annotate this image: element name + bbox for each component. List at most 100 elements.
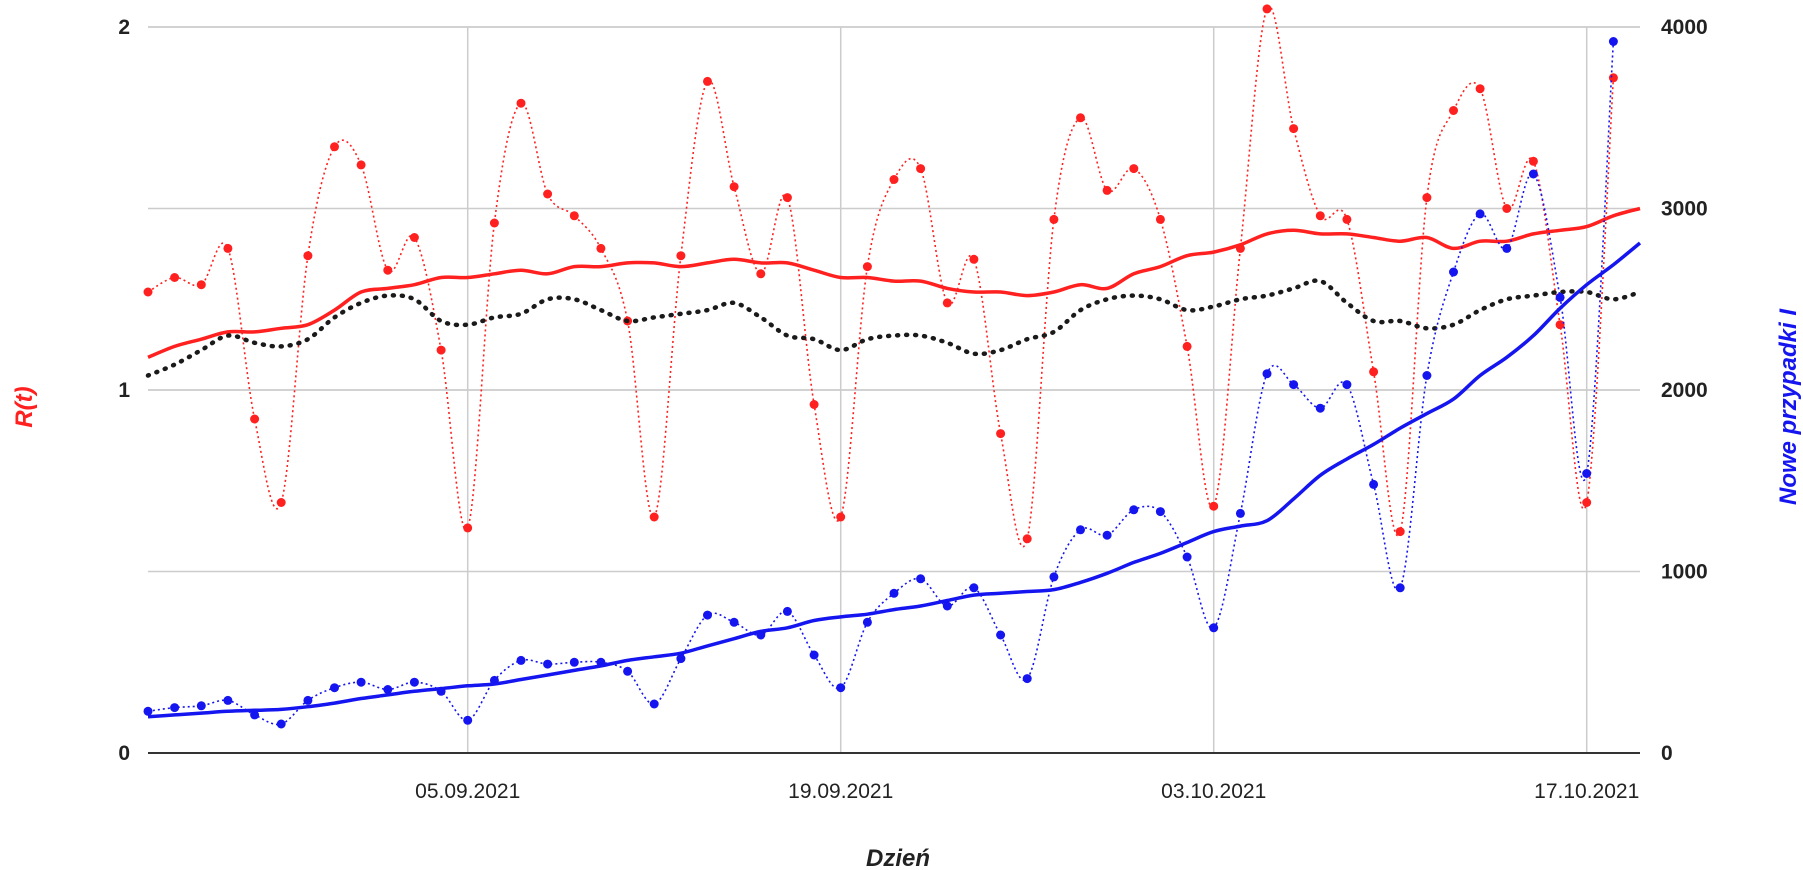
data-point	[1342, 214, 1352, 224]
data-point	[996, 630, 1006, 640]
series-line	[145, 278, 1643, 378]
data-point	[1209, 501, 1219, 511]
data-point	[250, 710, 260, 720]
right-y-tick-label: 3000	[1661, 198, 1708, 221]
data-point	[1582, 469, 1592, 478]
data-point	[330, 683, 339, 693]
data-point	[1315, 403, 1325, 413]
data-point	[1182, 341, 1192, 351]
data-point	[942, 298, 952, 308]
data-point	[143, 287, 153, 297]
data-point	[1315, 211, 1325, 221]
data-point	[223, 243, 233, 253]
data-point	[1076, 113, 1085, 123]
data-point	[1022, 674, 1032, 684]
data-point	[1129, 505, 1139, 515]
series-2-left-dotted	[145, 278, 1643, 378]
data-point	[1502, 243, 1512, 253]
data-point	[1449, 267, 1458, 277]
series-1-left-solid	[147, 206, 1641, 359]
data-point	[276, 719, 286, 729]
data-point	[223, 695, 233, 705]
data-point	[143, 706, 153, 716]
left-y-tick-label: 1	[118, 379, 130, 402]
data-point	[1076, 525, 1085, 535]
data-point	[1102, 185, 1112, 195]
data-point	[1608, 37, 1618, 46]
left-y-tick-label: 0	[118, 742, 130, 765]
data-point	[1395, 583, 1405, 593]
right-y-axis-title: Nowe przypadki I	[1775, 308, 1802, 505]
series-line	[147, 5, 1615, 548]
data-point	[916, 164, 926, 174]
data-point	[1209, 623, 1219, 633]
left-y-tick-label: 2	[118, 16, 130, 39]
data-point	[862, 617, 872, 627]
data-point	[1582, 498, 1592, 507]
data-point	[1555, 292, 1565, 302]
data-point	[1475, 209, 1485, 219]
data-point	[596, 243, 606, 253]
x-tick-label: 19.09.2021	[788, 780, 893, 803]
data-point	[1049, 572, 1059, 582]
data-point	[1528, 156, 1538, 166]
x-tick-label: 17.10.2021	[1534, 780, 1639, 803]
data-point	[1262, 369, 1272, 379]
right-y-tick-label: 0	[1661, 742, 1673, 765]
data-point	[1129, 164, 1139, 174]
tick-labels: 0 1 2 0 1000 2000 3000 4000 05.09.2021 19.09.2021…	[118, 16, 1707, 803]
data-point	[782, 606, 792, 616]
data-point	[1155, 214, 1165, 224]
data-point	[942, 601, 952, 611]
data-point	[276, 498, 286, 507]
data-point	[1395, 527, 1405, 537]
data-point	[1289, 124, 1299, 134]
data-point	[569, 657, 579, 667]
data-point	[1342, 380, 1352, 390]
data-point	[1369, 479, 1379, 489]
data-point	[1422, 371, 1432, 380]
gridlines	[148, 26, 1640, 754]
data-point	[649, 512, 659, 522]
data-point	[1262, 4, 1272, 14]
data-point	[996, 429, 1006, 439]
data-point	[1608, 73, 1618, 83]
data-point	[383, 685, 393, 694]
data-point	[862, 262, 872, 272]
data-point	[250, 414, 260, 424]
data-point	[729, 617, 739, 627]
data-point	[836, 683, 846, 693]
data-point	[1422, 193, 1432, 203]
data-point	[756, 269, 766, 279]
data-point	[782, 193, 792, 203]
data-point	[516, 655, 526, 665]
data-point	[1475, 84, 1485, 94]
series-line	[147, 241, 1642, 719]
data-point	[463, 523, 473, 533]
data-point	[543, 659, 553, 669]
right-y-tick-label: 1000	[1661, 561, 1708, 584]
series-3-right-dotted-markers	[143, 37, 1618, 729]
series-0-left-dotted-markers	[143, 4, 1618, 548]
right-y-tick-label: 4000	[1661, 16, 1708, 39]
data-point	[703, 76, 712, 86]
data-point	[170, 703, 180, 713]
data-point	[1182, 552, 1192, 562]
data-point	[383, 265, 393, 275]
data-point	[676, 654, 686, 664]
data-point	[809, 400, 819, 409]
data-point	[623, 666, 633, 676]
data-point	[196, 701, 206, 711]
data-point	[409, 233, 419, 242]
data-point	[1235, 508, 1245, 518]
data-point	[836, 512, 846, 522]
data-point	[649, 699, 659, 709]
data-point	[1022, 534, 1032, 544]
data-point	[1528, 169, 1538, 179]
left-y-axis-title: R(t)	[11, 386, 38, 427]
series-layer	[143, 4, 1643, 729]
data-point	[330, 142, 339, 152]
data-point	[1049, 214, 1059, 224]
data-point	[463, 715, 473, 725]
